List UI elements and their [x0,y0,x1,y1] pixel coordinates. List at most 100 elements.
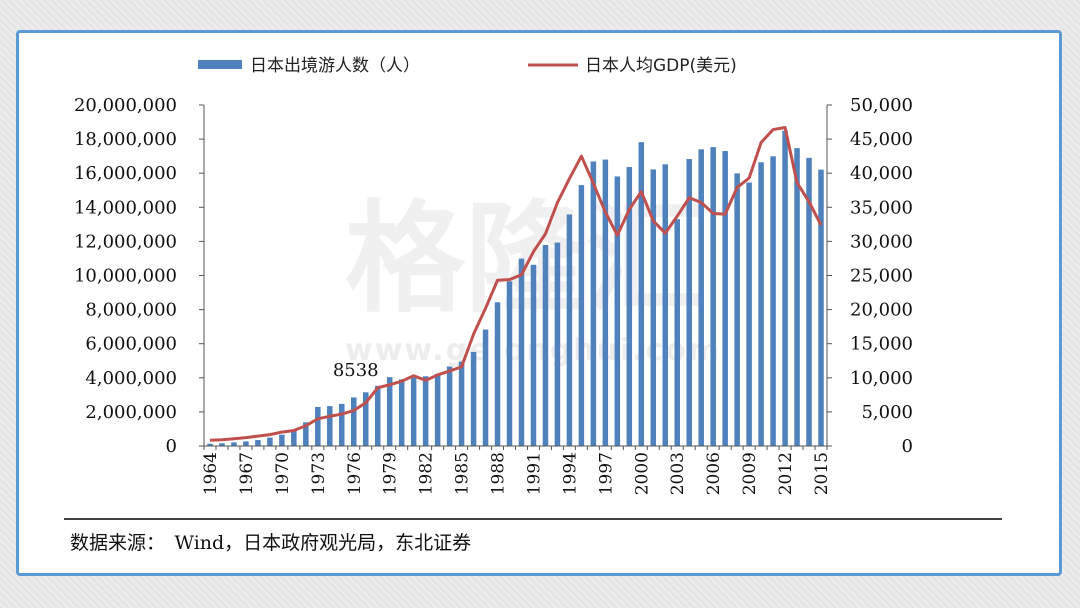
legend-bar-swatch [198,60,242,69]
x-tick-label: 1979 [381,452,401,495]
bar [770,156,776,446]
watermark-text: 格隆汇 [345,190,705,329]
x-tick-label: 1976 [345,452,365,495]
y-right-tick-label: 0 [902,436,913,457]
x-tick-label: 2012 [776,452,796,495]
y-left-tick-label: 12,000,000 [74,231,177,252]
bar [219,443,225,446]
y-left-tick-label: 4,000,000 [85,368,177,389]
gdp-line [209,126,823,442]
bar [279,434,285,446]
bar [243,441,249,446]
data-label-annotation: 8538 [333,360,379,381]
y-right-tick-label: 20,000 [850,300,913,321]
bar [794,148,800,446]
bar [734,173,740,446]
line-series [209,126,823,442]
x-tick-label: 1973 [309,452,329,495]
axes: 0 2,000,000 4,000,000 6,000,000 8,000,000 10,… [74,95,913,495]
bar [602,159,609,446]
bar [566,214,573,446]
x-tick-label: 1967 [237,452,257,495]
bar [818,169,824,446]
y-left-tick-label: 18,000,000 [74,129,177,150]
y-right-tick-label: 45,000 [850,129,913,150]
y-right-tick-label: 5,000 [861,402,913,423]
bar [315,406,321,446]
bar [482,329,489,446]
bar [327,406,333,446]
bar [446,366,453,446]
y-left-tick-label: 20,000,000 [74,95,177,116]
bar [746,182,752,446]
x-tick-label: 1997 [596,452,616,495]
slide-frame [16,30,1062,576]
y-right-tick-label: 10,000 [850,368,913,389]
bar [374,385,381,446]
bar [398,379,405,446]
y-left-tick-label: 14,000,000 [74,197,177,218]
bar [231,442,237,446]
x-tick-label: 2009 [740,452,760,495]
bar [650,169,657,446]
x-tick-label: 1982 [417,452,437,495]
legend-line-label: 日本人均GDP(美元) [585,56,737,76]
watermark: 格隆汇 www.gelonghui.com [345,190,719,368]
bar [339,403,345,446]
y-right-tick-label: 25,000 [850,266,913,287]
y-right-tick-label: 15,000 [850,334,913,355]
y-left-tick-label: 2,000,000 [85,402,177,423]
bar [291,429,297,446]
bar [686,159,692,447]
bar [470,351,477,446]
bar [410,377,417,446]
bar [638,142,645,447]
bar [542,244,549,446]
bar [518,258,525,446]
y-right-tick-label: 30,000 [850,231,913,252]
bar [362,392,369,446]
y-right-tick-label: 40,000 [850,163,913,184]
bar [267,437,273,446]
bar [530,264,537,446]
bar [386,377,393,446]
x-tick-label: 1985 [453,452,473,495]
bar-series [207,130,824,447]
bar [722,151,728,447]
bar [674,219,680,446]
bar [758,162,764,447]
bar [422,376,429,446]
bar [698,149,704,446]
bar [351,397,357,446]
x-tick-label: 1994 [560,452,580,495]
bar [494,302,501,446]
bar [207,443,213,446]
y-left-tick-label: 6,000,000 [85,334,177,355]
source-line: 数据来源： Wind，日本政府观光局，东北证券 [70,532,472,554]
x-tick-label: 2006 [704,452,724,495]
bar [255,440,261,446]
bar [578,185,585,446]
y-right-tick-label: 35,000 [850,197,913,218]
bar [710,147,716,447]
x-tick-label: 1964 [201,452,221,495]
bar [662,164,669,446]
bar [458,361,465,446]
bar [303,422,309,446]
x-tick-label: 1988 [489,452,509,495]
x-tick-label: 2000 [632,452,652,495]
y-left-tick-label: 16,000,000 [74,163,177,184]
y-left-tick-label: 0 [166,436,177,457]
bar [614,176,621,446]
bar [554,242,561,446]
chart-card [41,49,1041,569]
bar [626,167,633,446]
legend-bar-label: 日本出境游人数（人） [250,56,420,76]
annotations: 8538 [333,360,379,381]
y-right-tick-label: 50,000 [850,95,913,116]
x-tick-label: 1991 [524,452,544,495]
bar [590,161,597,446]
x-tick-label: 2003 [668,452,688,495]
y-left-tick-label: 8,000,000 [85,300,177,321]
